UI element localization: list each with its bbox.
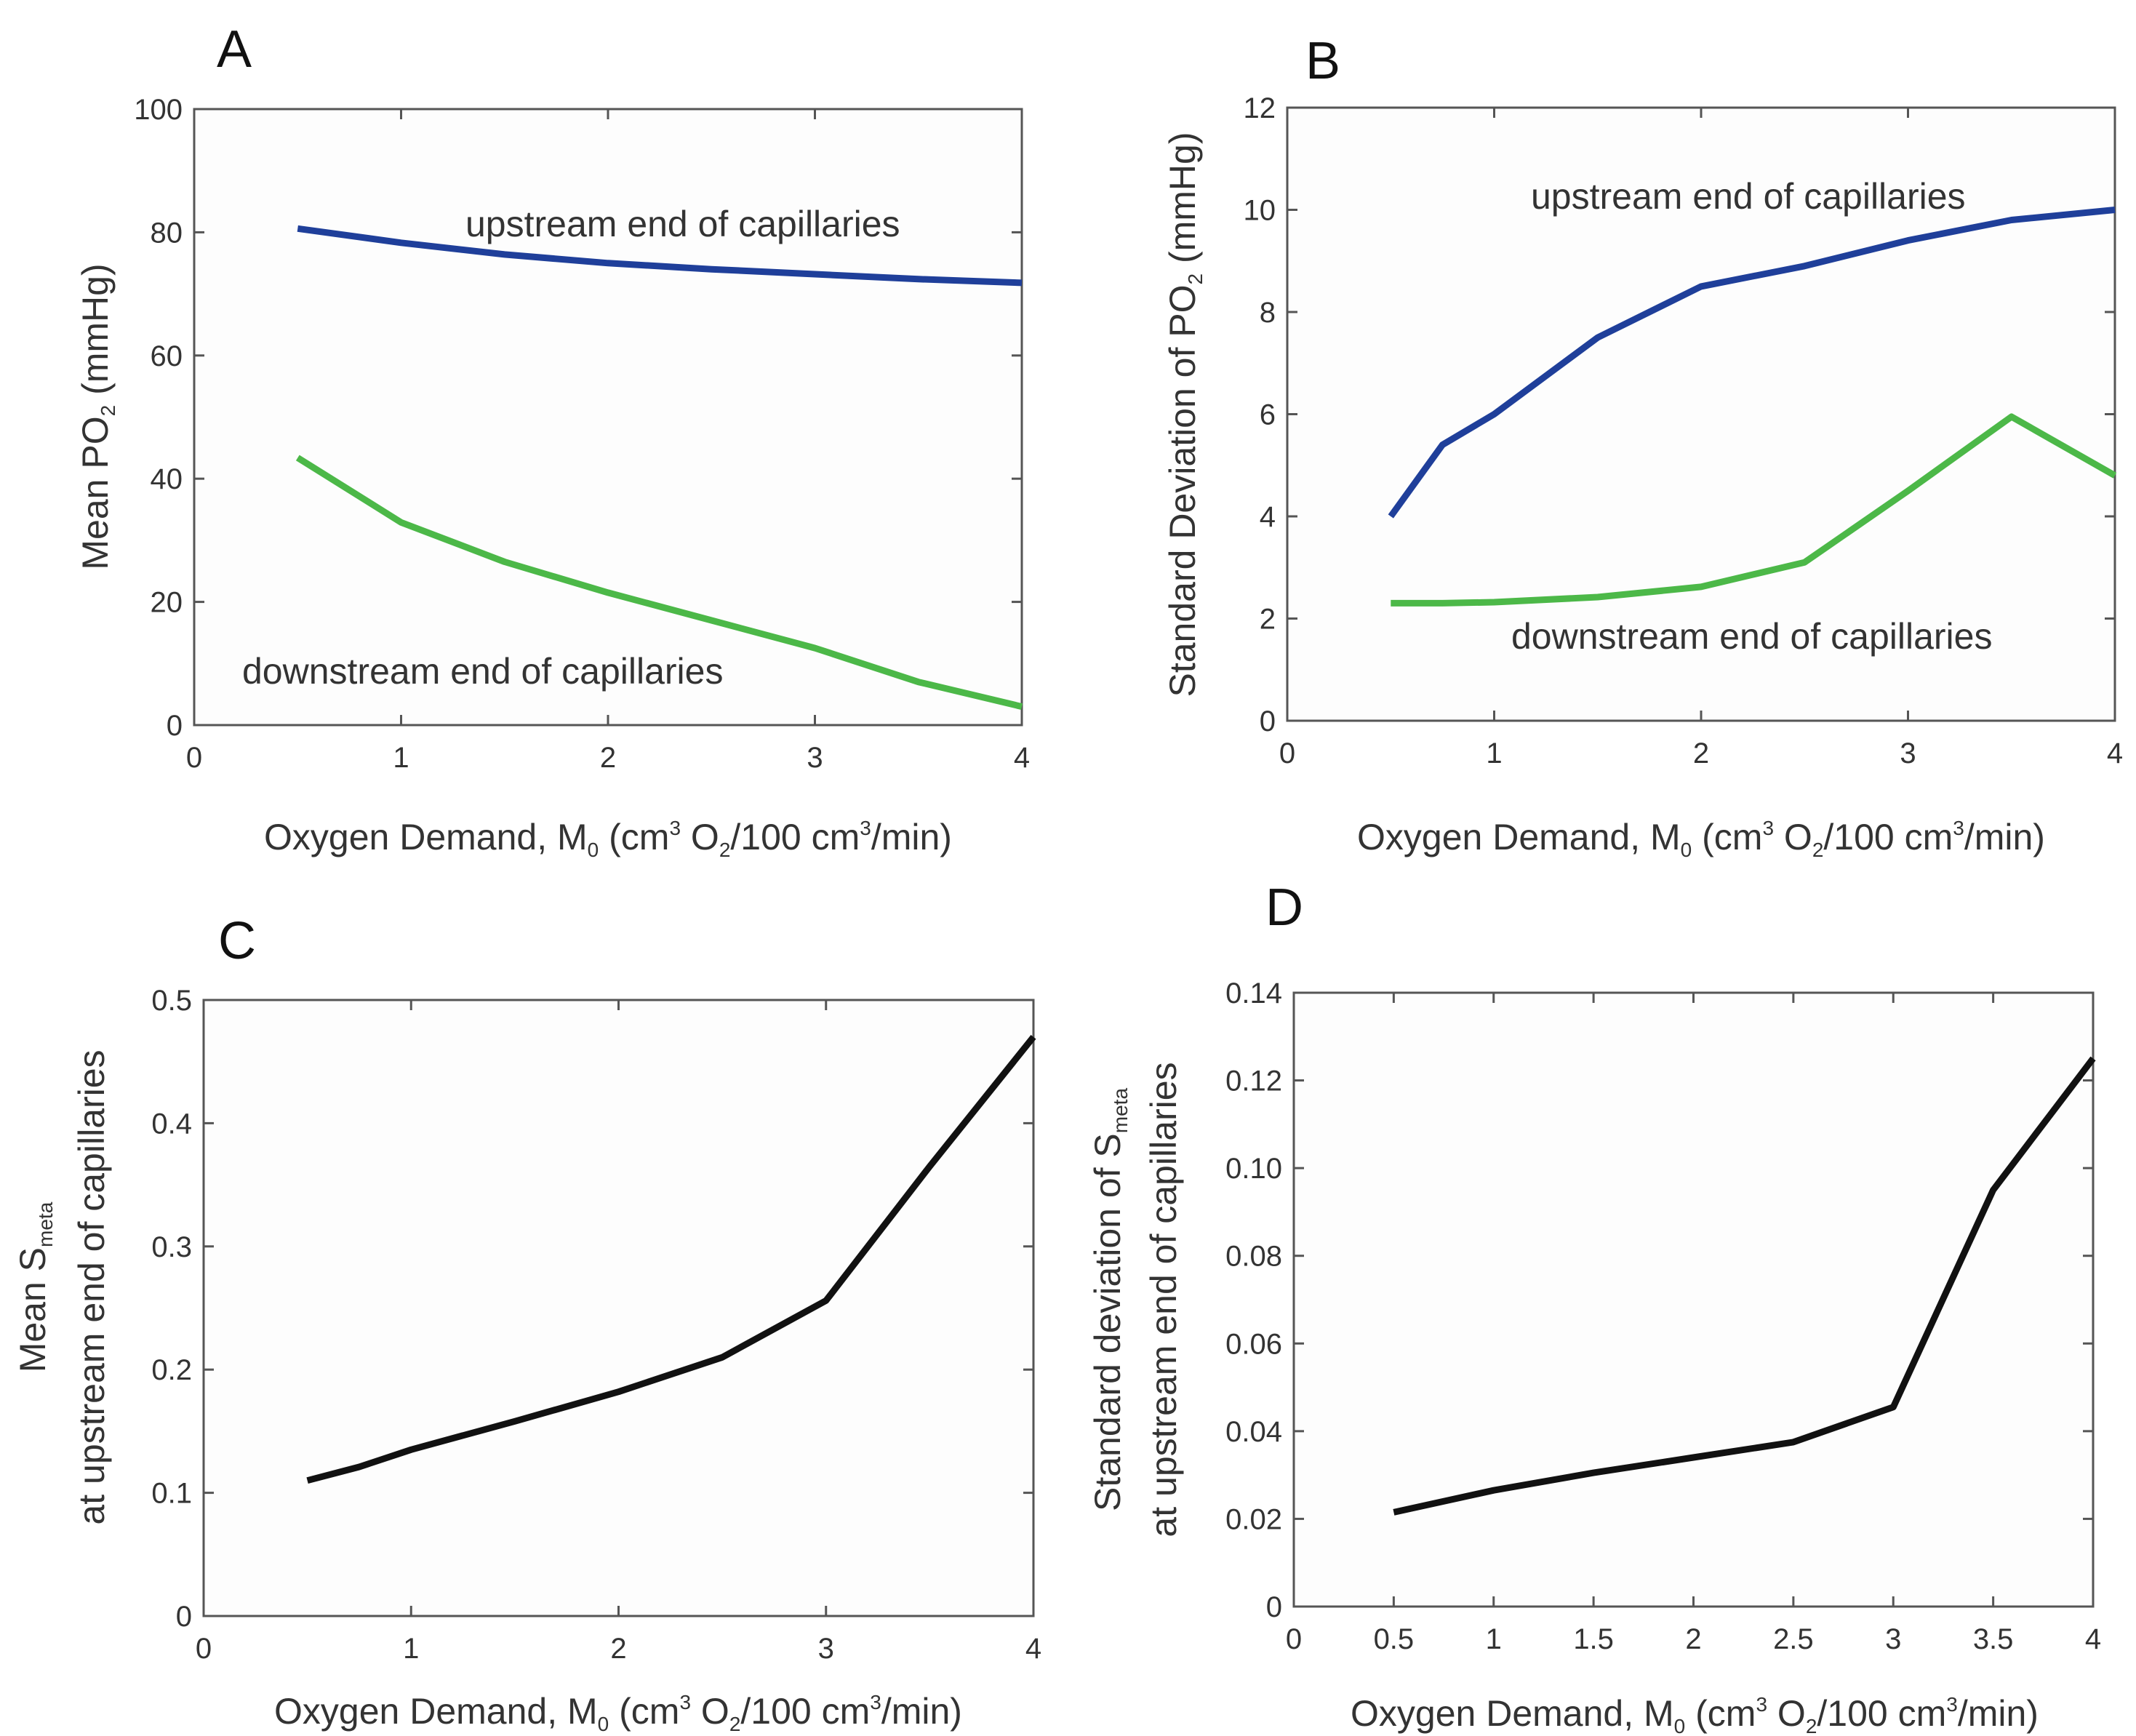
- panel-a-x-tick-label: 3: [807, 742, 823, 774]
- panel-c-x-tick-label: 0: [196, 1633, 212, 1665]
- panel-b-x-tick-label: 0: [1279, 737, 1295, 769]
- panel-b-y-tick-label: 12: [1244, 92, 1276, 124]
- panel-d-y-tick-label: 0.10: [1225, 1153, 1282, 1185]
- panel-d-x-tick-label: 2: [1685, 1623, 1701, 1655]
- panel-a-downstream-label: downstream end of capillaries: [242, 651, 723, 692]
- panel-a-x-tick-label: 0: [186, 742, 202, 774]
- panel-b-y-axis-label: Standard Deviation of PO2 (mmHg): [1162, 132, 1207, 697]
- panel-c-y-axis-label-line1: Mean Smeta: [12, 1201, 57, 1372]
- panel-c-x-tick-label: 4: [1025, 1633, 1041, 1665]
- panel-d-x-tick-label: 0: [1286, 1623, 1302, 1655]
- panel-d-y-tick-label: 0.12: [1225, 1065, 1282, 1097]
- panel-a-letter: A: [217, 20, 252, 79]
- panel-b-series-line-1: [1391, 413, 2117, 607]
- panel-d-x-axis-label: Oxygen Demand, M0 (cm3 O2/100 cm3/min): [1351, 1693, 2039, 1736]
- panel-d-y-axis-label-line1: Standard deviation of Smeta: [1087, 1088, 1132, 1511]
- panel-c-series: [306, 1034, 1036, 1484]
- panel-b-x-tick-label: 2: [1693, 737, 1709, 769]
- panel-c-series-line-0: [306, 1034, 1036, 1484]
- panel-d-y-ticks: 0 0.02 0.04 0.06 0.08 0.10 0.12 0.14: [1225, 977, 2093, 1623]
- panel-c-y-tick-label: 0.4: [151, 1108, 192, 1140]
- panel-d-y-tick-label: 0.02: [1225, 1503, 1282, 1535]
- panel-d-y-tick-label: 0.08: [1225, 1241, 1282, 1273]
- panel-c-letter: C: [218, 912, 256, 970]
- panel-b-x-axis-label: Oxygen Demand, M0 (cm3 O2/100 cm3/min): [1357, 817, 2045, 861]
- panel-a-plot-area: [193, 108, 1023, 727]
- panel-d-y-tick-label: 0.06: [1225, 1328, 1282, 1360]
- panel-a-x-ticks: 0 1 2 3 4: [186, 109, 1030, 774]
- panel-d-y-tick-label: 0.14: [1225, 977, 1282, 1009]
- panel-d-x-tick-label: 1: [1486, 1623, 1502, 1655]
- panel-d-x-tick-label: 3.5: [1973, 1623, 2014, 1655]
- panel-c: C 0 1 2 3 4 0 0.1 0.2 0.3 0.4 0.5 Oxygen Demand, …: [12, 912, 1041, 1735]
- panel-d-y-tick-label: 0: [1266, 1591, 1282, 1623]
- panel-c-y-tick-label: 0.1: [151, 1478, 192, 1510]
- panel-b-series-line-0: [1388, 207, 2116, 519]
- panel-a-upstream-label: upstream end of capillaries: [465, 204, 900, 244]
- panel-a-y-tick-label: 60: [151, 340, 183, 372]
- panel-a-y-tick-label: 80: [151, 217, 183, 249]
- panel-c-y-tick-label: 0.2: [151, 1354, 192, 1386]
- panel-b-y-tick-label: 6: [1260, 399, 1276, 431]
- panel-c-x-tick-label: 1: [403, 1633, 419, 1665]
- panel-d-y-tick-label: 0.04: [1225, 1416, 1282, 1448]
- panel-a-y-ticks: 0 20 40 60 80 100: [134, 94, 1022, 742]
- panel-a-x-tick-label: 4: [1014, 742, 1030, 774]
- panel-c-x-tick-label: 2: [610, 1633, 626, 1665]
- panel-b-downstream-label: downstream end of capillaries: [1511, 616, 1992, 657]
- panel-a-y-tick-label: 40: [151, 463, 183, 495]
- panel-c-y-axis-label-line2: at upstream end of capillaries: [71, 1049, 112, 1524]
- panel-c-x-ticks: 0 1 2 3 4: [196, 1000, 1041, 1665]
- panel-b-letter: B: [1305, 32, 1340, 90]
- panel-b-upstream-label: upstream end of capillaries: [1531, 176, 1966, 217]
- panel-c-plot-area: [202, 999, 1035, 1617]
- panel-b-x-tick-label: 3: [1900, 737, 1916, 769]
- panel-c-y-tick-label: 0.5: [151, 985, 192, 1017]
- panel-d-x-tick-label: 0.5: [1374, 1623, 1415, 1655]
- panel-d-series: [1393, 1056, 2096, 1516]
- panel-a-series-line-0: [297, 225, 1023, 287]
- panel-d-x-tick-label: 3: [1885, 1623, 1901, 1655]
- panel-d-letter: D: [1265, 879, 1303, 937]
- panel-b-y-tick-label: 10: [1244, 195, 1276, 227]
- panel-b-series: [1388, 207, 2117, 607]
- panel-d-x-tick-label: 4: [2085, 1623, 2101, 1655]
- panel-b-y-tick-label: 2: [1260, 604, 1276, 636]
- panel-d: D 0 0.5 1 1.5 2 2.5 3 3.5 4 0 0.02 0.04 0.06 0.08 0.1…: [1087, 879, 2101, 1736]
- panel-a-y-axis-label: Mean PO2 (mmHg): [75, 263, 119, 569]
- panel-a-x-tick-label: 2: [600, 742, 616, 774]
- panel-b-x-ticks: 0 1 2 3 4: [1279, 108, 2123, 769]
- panel-c-x-tick-label: 3: [818, 1633, 834, 1665]
- panel-c-y-tick-label: 0.3: [151, 1231, 192, 1263]
- panel-a: A 0 1 2 3 4 0 20 40 60 80 100 upstream end of cap…: [75, 20, 1030, 861]
- panel-c-x-axis-label: Oxygen Demand, M0 (cm3 O2/100 cm3/min): [274, 1691, 962, 1735]
- panel-b-plot-area: [1286, 106, 2116, 722]
- panel-d-series-line-0: [1393, 1056, 2096, 1516]
- panel-a-series-line-1: [295, 455, 1023, 710]
- panel-a-x-axis-label: Oxygen Demand, M0 (cm3 O2/100 cm3/min): [264, 817, 952, 861]
- panel-b-x-tick-label: 1: [1486, 737, 1502, 769]
- panel-a-y-tick-label: 0: [167, 710, 183, 742]
- panel-b-y-ticks: 0 2 4 6 8 10 12: [1244, 92, 2115, 737]
- panel-b-x-tick-label: 4: [2107, 737, 2123, 769]
- panel-c-y-ticks: 0 0.1 0.2 0.3 0.4 0.5: [151, 985, 1033, 1633]
- panel-c-y-tick-label: 0: [176, 1601, 192, 1633]
- panel-b-y-tick-label: 4: [1260, 501, 1276, 533]
- panel-d-y-axis-label-line2: at upstream end of capillaries: [1143, 1062, 1184, 1537]
- panel-d-x-tick-label: 2.5: [1773, 1623, 1814, 1655]
- panel-b-y-tick-label: 8: [1260, 297, 1276, 329]
- panel-b-y-tick-label: 0: [1260, 705, 1276, 737]
- panel-a-y-tick-label: 20: [151, 587, 183, 619]
- panel-d-x-tick-label: 1.5: [1573, 1623, 1614, 1655]
- panel-d-x-ticks: 0 0.5 1 1.5 2 2.5 3 3.5 4: [1286, 993, 2101, 1655]
- panel-d-plot-area: [1292, 991, 2095, 1608]
- panel-a-series: [295, 225, 1023, 710]
- panel-a-y-tick-label: 100: [134, 94, 183, 126]
- panel-a-x-tick-label: 1: [393, 742, 409, 774]
